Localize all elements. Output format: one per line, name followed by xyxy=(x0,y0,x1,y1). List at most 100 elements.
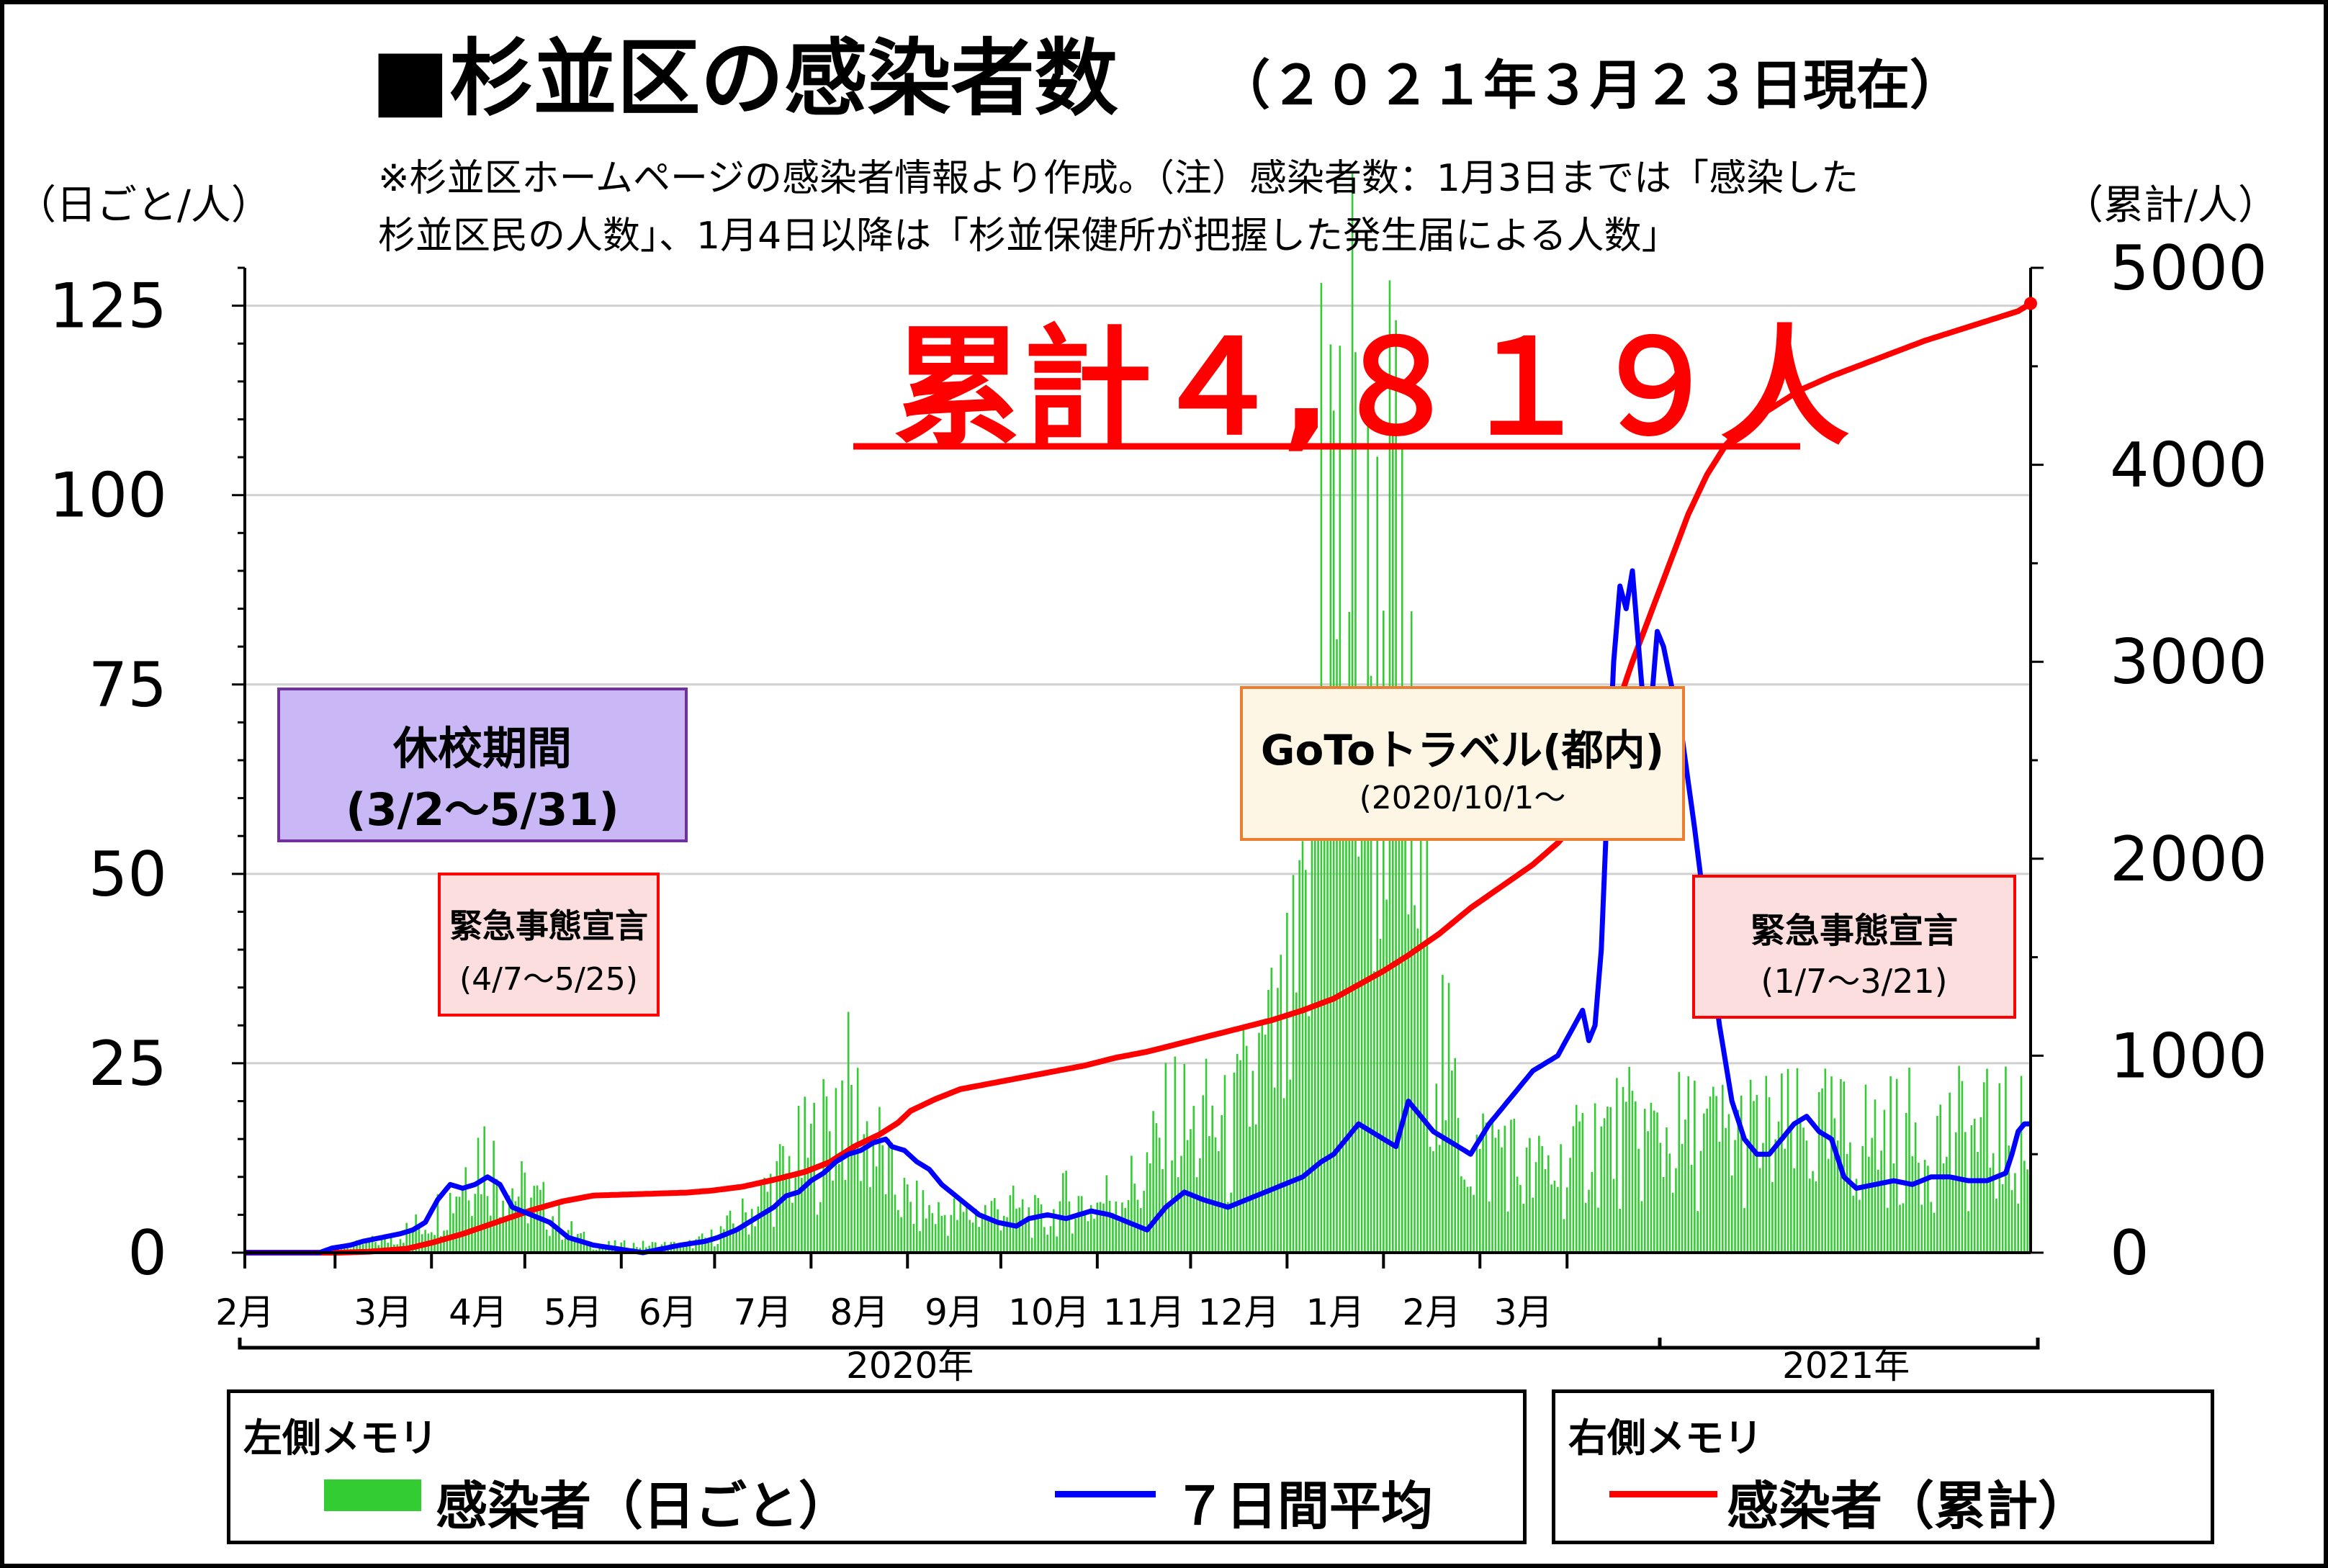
left-tick-label: 25 xyxy=(89,1028,167,1100)
daily-bar xyxy=(1167,1205,1170,1253)
daily-bar xyxy=(1703,1113,1705,1253)
daily-bar xyxy=(530,1197,532,1253)
daily-bar xyxy=(875,1166,878,1253)
daily-bar xyxy=(1478,1148,1481,1253)
daily-bar xyxy=(1205,1058,1208,1253)
daily-bar xyxy=(371,1235,374,1253)
x-tick-label: 8月 xyxy=(830,1292,889,1333)
daily-bar xyxy=(1544,1168,1547,1253)
daily-bar xyxy=(1958,1065,1960,1253)
daily-bar xyxy=(577,1234,579,1253)
daily-bar xyxy=(1874,1099,1877,1253)
daily-bar xyxy=(1442,975,1444,1253)
daily-bar xyxy=(1765,1076,1768,1253)
daily-bar xyxy=(415,1214,417,1253)
x-tick-label: 3月 xyxy=(1494,1292,1553,1333)
daily-bar xyxy=(573,1238,576,1253)
daily-bar xyxy=(1678,1072,1681,1253)
x-tick-label: 1月 xyxy=(1305,1292,1365,1333)
daily-bar xyxy=(1868,1156,1870,1253)
daily-bar xyxy=(1553,1180,1556,1253)
daily-bar xyxy=(455,1197,458,1253)
daily-bar xyxy=(1236,1053,1239,1253)
daily-bar xyxy=(667,1248,669,1253)
daily-bar xyxy=(788,1155,791,1253)
total-cases-label: 累計４,８１９人 xyxy=(893,313,1850,464)
daily-bar xyxy=(966,1203,968,1253)
daily-bar xyxy=(1002,1215,1005,1253)
daily-bar xyxy=(1305,870,1307,1253)
daily-bar xyxy=(505,1219,508,1253)
daily-bar xyxy=(801,1178,803,1253)
daily-bar xyxy=(769,1173,772,1253)
legend-daily-swatch xyxy=(324,1479,421,1511)
chart-title: ■杉並区の感染者数 xyxy=(371,30,1118,127)
daily-bar xyxy=(940,1215,943,1253)
daily-bar xyxy=(1491,1120,1493,1253)
daily-bar xyxy=(356,1240,358,1253)
daily-bar xyxy=(592,1249,595,1253)
daily-bar xyxy=(1746,1139,1749,1253)
daily-bar xyxy=(934,1224,937,1253)
daily-bar xyxy=(2020,1076,2023,1253)
daily-bar xyxy=(502,1200,504,1253)
daily-bar xyxy=(1967,1211,1969,1253)
right-tick-label: 5000 xyxy=(2110,233,2268,305)
daily-bar xyxy=(1927,1166,1929,1253)
daily-bar xyxy=(589,1241,591,1253)
daily-bar xyxy=(521,1161,523,1253)
daily-bar xyxy=(866,1121,868,1253)
daily-bar xyxy=(894,1194,896,1253)
daily-bar xyxy=(1643,1109,1646,1253)
daily-bar xyxy=(1575,1104,1578,1253)
daily-bar xyxy=(498,1217,501,1253)
daily-bar xyxy=(1914,1122,1917,1253)
daily-bar xyxy=(1059,1201,1061,1253)
daily-bar xyxy=(1301,841,1304,1253)
daily-bar xyxy=(714,1246,716,1253)
daily-bar xyxy=(1918,1163,1920,1253)
daily-bar xyxy=(1861,1145,1864,1253)
daily-bar xyxy=(1581,1112,1584,1253)
daily-bar xyxy=(1684,1119,1686,1253)
daily-bar xyxy=(956,1220,958,1253)
daily-bar xyxy=(688,1240,691,1253)
daily-bar xyxy=(1454,1058,1456,1253)
daily-bar xyxy=(480,1194,482,1253)
daily-bar xyxy=(981,1217,984,1253)
daily-bar xyxy=(1725,1127,1727,1253)
daily-bar xyxy=(1992,1153,1995,1253)
daily-bar xyxy=(832,1180,834,1253)
daily-bar xyxy=(1681,1143,1684,1253)
daily-bar xyxy=(872,1140,875,1253)
source-note-line2: 杉並区民の人数」、1月4日以降は「杉並保健所が把握した発生届による人数」 xyxy=(378,215,1679,258)
year-2021-label: 2021年 xyxy=(1782,1345,1910,1387)
school-closure-range: (3/2～5/31) xyxy=(346,783,619,836)
daily-bar xyxy=(1563,1219,1565,1253)
daily-bar xyxy=(1706,1108,1708,1253)
daily-bar xyxy=(564,1238,567,1253)
daily-bar xyxy=(1815,1181,1817,1253)
daily-bar xyxy=(922,1190,925,1253)
daily-bar xyxy=(418,1226,421,1253)
daily-bar xyxy=(1970,1125,1973,1253)
daily-bar xyxy=(1190,1129,1192,1253)
x-tick-label: 12月 xyxy=(1198,1292,1280,1333)
daily-bar xyxy=(1647,1131,1649,1253)
daily-bar xyxy=(1273,1087,1276,1253)
x-tick-label: 2月 xyxy=(215,1292,274,1333)
daily-bar xyxy=(585,1245,588,1253)
x-tick-label: 10月 xyxy=(1008,1292,1090,1333)
daily-bar xyxy=(1799,1122,1802,1253)
daily-bar xyxy=(1538,1135,1540,1253)
daily-bar xyxy=(1668,1153,1671,1253)
right-tick-label: 4000 xyxy=(2110,430,2268,502)
daily-bar xyxy=(1690,1165,1693,1253)
daily-bar xyxy=(747,1234,750,1253)
daily-bar xyxy=(1233,1072,1236,1253)
daily-bar xyxy=(1777,1121,1780,1253)
daily-bar xyxy=(1214,1137,1217,1253)
daily-bar xyxy=(1251,1071,1254,1253)
daily-bar xyxy=(1712,1086,1714,1253)
daily-bar xyxy=(1522,1204,1525,1253)
